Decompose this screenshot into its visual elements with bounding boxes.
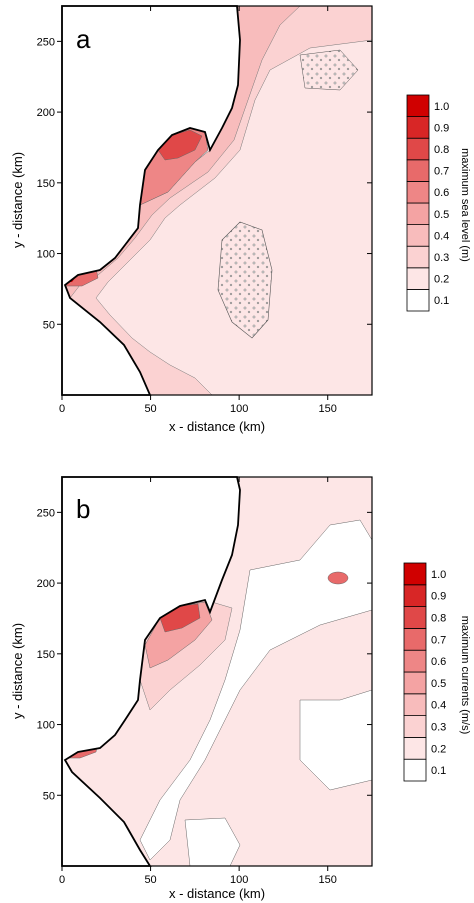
colorbar-swatch-a-0 [406,288,430,312]
x-tick-label-b-1: 50 [144,874,156,886]
x-tick-label-a-2: 100 [230,403,248,415]
colorbar-label-a-5: 0.6 [434,187,449,199]
y-tick-label-a-4: 250 [37,36,55,48]
low-current-area-3-b [184,817,241,867]
colorbar-label-a-9: 1.0 [434,101,449,113]
shoal-speckles-2-a [299,49,359,91]
y-tick-label-a-1: 100 [37,249,55,261]
y-tick-label-b-1: 100 [37,720,55,732]
colorbar-b: 0.1 0.2 0.3 0.4 0.5 0.6 0.7 0.8 0.9 1.0 [403,562,446,782]
colorbar-swatch-a-6 [406,159,430,182]
colorbar-swatch-a-5 [406,180,430,204]
colorbar-swatch-a-8 [406,116,430,139]
panel-label-a: a [76,24,91,54]
colorbar-label-a-2: 0.3 [434,252,449,264]
low-current-area-1-b [139,519,373,861]
colorbar-label-b-7: 0.8 [431,613,446,625]
x-tick-label-b-0: 0 [59,874,65,886]
x-tick-label-b-3: 150 [319,874,337,886]
panel-b: b 0 50 100 150 50 100 150 200 250 x - distance (… [10,476,471,901]
x-axis-label-b: x - distance (km) [169,886,265,901]
colorbar-label-b-5: 0.6 [431,656,446,668]
panel-label-b: b [76,494,90,524]
colorbar-swatch-a-3 [406,224,430,247]
colorbar-title-b: maximum currents (m/s) [459,616,471,735]
shoal-speckles-a [217,221,273,339]
colorbar-label-a-8: 0.9 [434,122,449,134]
colorbar-swatch-a-7 [406,137,430,161]
colorbar-label-a-7: 0.8 [434,144,449,156]
x-axis-label-a: x - distance (km) [169,419,265,434]
colorbar-label-a-4: 0.5 [434,209,449,221]
colorbar-label-b-4: 0.5 [431,678,446,690]
colorbar-swatch-a-2 [406,245,430,269]
sea-region-a [65,6,372,395]
colorbar-label-b-2: 0.3 [431,722,446,734]
plot-frame-b [61,476,373,867]
y-tick-label-a-2: 150 [37,178,55,190]
colorbar-label-a-3: 0.4 [434,230,449,242]
colorbar-label-b-8: 0.9 [431,591,446,603]
land-a [61,5,241,396]
x-tick-label-a-0: 0 [59,403,65,415]
y-tick-label-b-4: 250 [37,507,55,519]
y-axis-label-b: y - distance (km) [10,623,25,719]
axes-b: 0 50 100 150 50 100 150 200 250 [37,477,372,886]
colorbar-label-a-0: 0.1 [434,295,449,307]
colorbar-label-a-1: 0.2 [434,274,449,286]
colorbar-swatch-b-7 [403,606,427,629]
land-b [61,476,241,867]
x-tick-label-a-3: 150 [319,403,337,415]
colorbar-swatch-a-9 [406,94,430,118]
colorbar-swatch-a-1 [406,267,430,290]
colorbar-label-b-1: 0.2 [431,743,446,755]
plot-frame-a [61,5,373,396]
y-tick-label-b-3: 200 [37,578,55,590]
colorbar-swatch-a-4 [406,202,430,226]
colorbar-swatch-b-8 [403,584,427,607]
y-tick-label-b-0: 50 [43,790,55,802]
colorbar-label-b-3: 0.4 [431,700,446,712]
y-tick-label-a-3: 200 [37,107,55,119]
panel-a: a 0 50 100 150 50 100 150 200 250 x - distance (… [10,5,471,434]
colorbar-a: 0.1 0.2 0.3 0.4 0.5 0.6 0.7 0.8 0.9 1.0 [406,94,449,312]
y-axis-label-a: y - distance (km) [10,152,25,248]
x-tick-label-b-2: 100 [230,874,248,886]
colorbar-label-b-6: 0.7 [431,634,446,646]
colorbar-swatch-b-6 [403,628,427,651]
colorbar-label-b-9: 1.0 [431,569,446,581]
axes-a: 0 50 100 150 50 100 150 200 250 [37,6,372,415]
colorbar-swatch-b-9 [403,562,427,586]
offshore-hotspot-b [327,571,349,585]
colorbar-swatch-b-2 [403,715,427,738]
colorbar-title-a: maximum sea level (m) [459,148,471,262]
colorbar-swatch-b-1 [403,737,427,760]
y-tick-label-b-2: 150 [37,649,55,661]
x-tick-label-a-1: 50 [144,403,156,415]
colorbar-label-a-6: 0.7 [434,166,449,178]
colorbar-swatch-b-4 [403,671,427,695]
colorbar-swatch-b-0 [403,758,427,782]
colorbar-swatch-b-3 [403,693,427,716]
y-tick-label-a-0: 50 [43,319,55,331]
colorbar-label-b-0: 0.1 [431,765,446,777]
colorbar-swatch-b-5 [403,649,427,673]
